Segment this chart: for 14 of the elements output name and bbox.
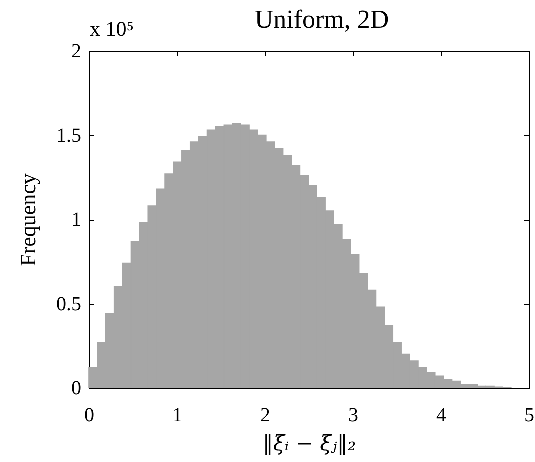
x-tick-label: 5 [524,404,534,426]
chart-title: Uniform, 2D [254,5,390,34]
x-tick-label: 3 [348,404,358,426]
x-tick-label: 2 [260,404,270,426]
x-axis-title: ‖ξᵢ − ξⱼ‖₂ [262,432,356,456]
y-tick-label: 2 [72,40,82,62]
y-tick-label: 1.5 [56,124,82,147]
y-axis-title: Frequency [16,174,40,266]
x-tick-label: 1 [172,404,182,426]
y-tick-label: 0 [72,378,82,400]
x-tick-label: 4 [436,404,446,426]
y-tick-label: 0.5 [56,293,82,316]
y-tick-label: 1 [72,209,82,231]
text: x 10⁵ [90,17,134,41]
